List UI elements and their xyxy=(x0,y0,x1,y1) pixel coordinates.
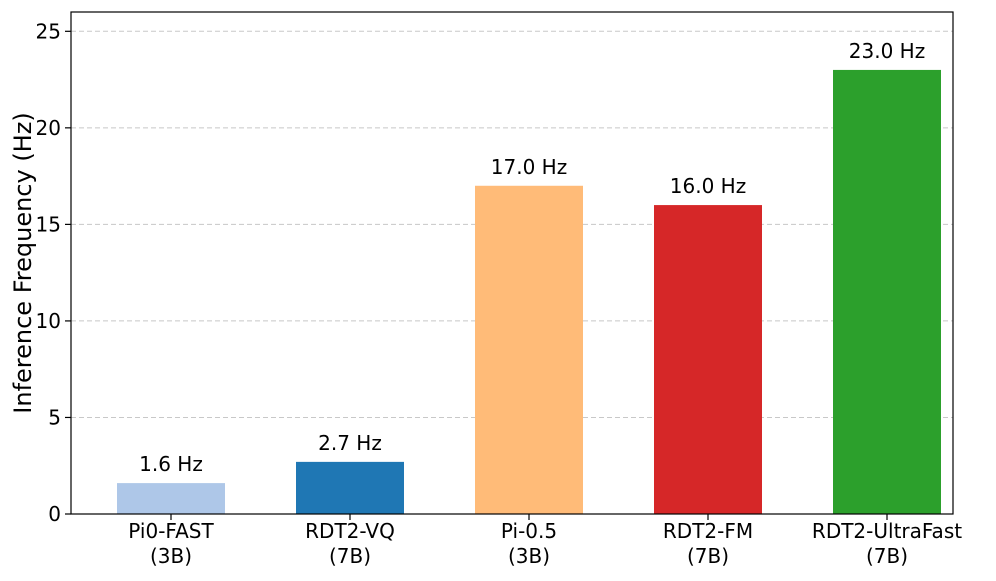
bar xyxy=(117,483,225,514)
bar xyxy=(833,69,941,514)
bar xyxy=(475,185,583,514)
x-tick-label: RDT2-VQ xyxy=(305,519,395,543)
x-tick-label: Pi0-FAST xyxy=(128,519,214,543)
bar-value-label: 2.7 Hz xyxy=(318,431,382,455)
y-tick-label: 15 xyxy=(36,212,61,236)
y-tick-label: 10 xyxy=(36,309,61,333)
x-tick-label: RDT2-FM xyxy=(663,519,753,543)
x-tick-sublabel: (3B) xyxy=(508,544,550,568)
x-tick-sublabel: (7B) xyxy=(687,544,729,568)
bar-value-label: 16.0 Hz xyxy=(670,174,746,198)
y-tick-label: 20 xyxy=(36,116,61,140)
y-tick-label: 0 xyxy=(48,502,61,526)
y-tick-label: 25 xyxy=(36,19,61,43)
x-tick-label: RDT2-UltraFast xyxy=(812,519,962,543)
bar xyxy=(296,461,404,514)
y-axis-ticks: 0 5 10 15 20 25 xyxy=(36,19,71,526)
bar-value-labels: 1.6 Hz 2.7 Hz 17.0 Hz 16.0 Hz 23.0 Hz xyxy=(139,39,925,476)
bar-value-label: 23.0 Hz xyxy=(849,39,925,63)
x-tick-sublabel: (7B) xyxy=(329,544,371,568)
y-tick-label: 5 xyxy=(48,405,61,429)
bar xyxy=(654,205,762,515)
x-tick-sublabel: (3B) xyxy=(150,544,192,568)
x-tick-label: Pi-0.5 xyxy=(501,519,557,543)
y-axis-title: Inference Frequency (Hz) xyxy=(9,112,37,413)
x-tick-sublabel: (7B) xyxy=(866,544,908,568)
x-axis-ticks: Pi0-FAST(3B)RDT2-VQ(7B)Pi-0.5(3B)RDT2-FM… xyxy=(128,514,962,568)
plot-frame xyxy=(70,11,954,515)
bar-value-label: 1.6 Hz xyxy=(139,452,203,476)
bar-value-label: 17.0 Hz xyxy=(491,155,567,179)
bars xyxy=(117,69,941,515)
